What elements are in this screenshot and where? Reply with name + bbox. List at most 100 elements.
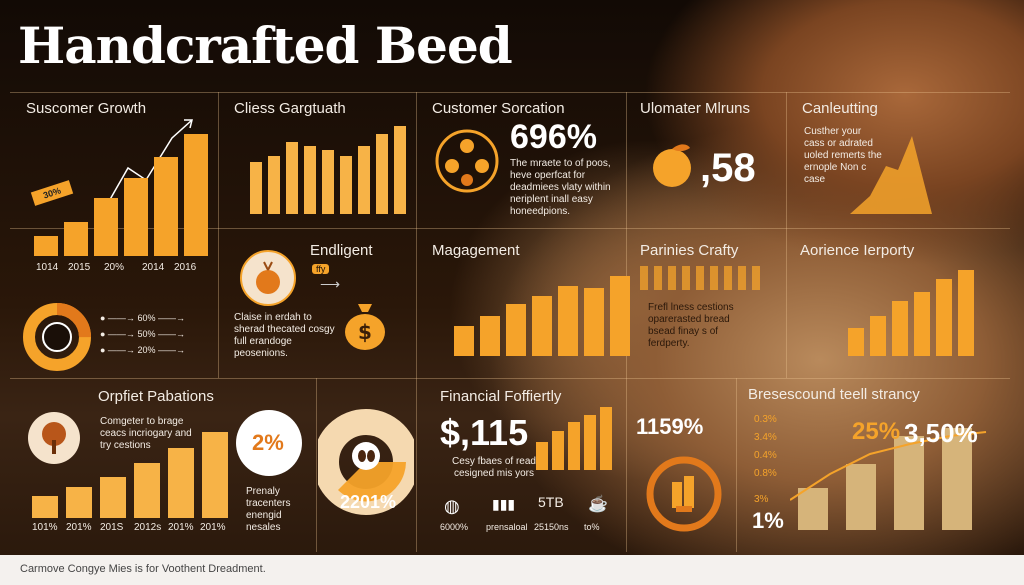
area-shape xyxy=(850,136,932,214)
breseescound-value-a: 25% xyxy=(852,418,901,445)
bar xyxy=(610,276,630,356)
panel-heading: Orpfiet Pabations xyxy=(98,388,214,405)
bar xyxy=(480,316,500,356)
bar xyxy=(322,150,334,214)
y-axis-label: 3.4% xyxy=(754,432,777,443)
y-axis-label: 0.4% xyxy=(754,450,777,461)
bar xyxy=(340,156,352,214)
bar xyxy=(584,415,596,470)
icon-label: 25150ns xyxy=(534,522,569,532)
two-percent-bubble xyxy=(236,410,302,476)
divider xyxy=(10,378,1010,379)
panel-heading: Endligent xyxy=(310,242,373,259)
y-axis-label: 0.8% xyxy=(754,468,777,479)
panel-heading: Magagement xyxy=(432,242,520,259)
profit-text: Comgeter to brage ceacs incriogary and t… xyxy=(100,416,192,451)
globe-icon: ◍ xyxy=(444,496,460,516)
bar xyxy=(154,157,178,256)
bar xyxy=(870,316,886,356)
pie-icon xyxy=(23,303,91,371)
decor-strip xyxy=(640,266,764,290)
icon-label: prensaloal xyxy=(486,522,528,532)
axis-label: 201S xyxy=(100,522,124,533)
bar xyxy=(936,279,952,356)
bar xyxy=(286,142,298,214)
divider xyxy=(786,92,787,378)
bar xyxy=(914,292,930,356)
pill-label: ffy xyxy=(312,264,330,274)
financial-value: $,115 xyxy=(440,412,529,453)
axis-label: 201% xyxy=(66,522,92,533)
bar xyxy=(376,134,388,214)
bar xyxy=(846,464,876,530)
pannies-text: Frefl lness cestions oparerasted bread b… xyxy=(648,302,734,349)
panel-heading: Financial Foffiertly xyxy=(440,388,562,405)
axis-label: 101% xyxy=(32,522,58,533)
bar xyxy=(552,431,564,470)
bar xyxy=(506,304,526,356)
enduligent-text: Claise in erdah to sherad thecated cosgy… xyxy=(234,312,335,359)
bar xyxy=(94,198,118,256)
panel-heading: Bresescound teell strancy xyxy=(748,386,920,403)
bar xyxy=(958,270,974,356)
divider xyxy=(416,92,417,552)
divider xyxy=(736,378,737,552)
tree-icon xyxy=(28,412,80,464)
divider xyxy=(10,228,1010,229)
pie-2201-value: 2201% xyxy=(340,492,397,512)
panel-heading: Cliess Gargtuath xyxy=(234,100,346,117)
legend-row: ● ——→ 60% ——→ xyxy=(100,313,185,323)
bar xyxy=(532,296,552,356)
two-percent-text: Prenaly tracenters enengid nesales xyxy=(246,486,291,533)
satisfaction-value: 696% xyxy=(510,118,597,156)
bar xyxy=(32,496,58,518)
axis-label: 201% xyxy=(168,522,194,533)
icon-label: 6000% xyxy=(440,522,469,532)
divider xyxy=(10,92,1010,93)
satisfaction-text: The mraete to of poos, heve operfcat for… xyxy=(510,158,611,217)
divider xyxy=(218,92,219,378)
money-bag-icon: $ xyxy=(345,304,385,350)
bar xyxy=(942,428,972,530)
growth-1159-value: 1159% xyxy=(636,414,704,439)
chart-small-icon: ▮▮▮ xyxy=(492,496,516,512)
panel-heading: Customer Sorcation xyxy=(432,100,565,117)
bar xyxy=(64,222,88,256)
axis-label: 1014 xyxy=(36,262,59,273)
bar xyxy=(848,328,864,356)
bar xyxy=(558,286,578,356)
bar xyxy=(168,448,194,518)
panel-heading: Ulomater Mlruns xyxy=(640,100,751,117)
bar xyxy=(134,463,160,518)
bar xyxy=(250,162,262,214)
legend-row: ● ——→ 20% ——→ xyxy=(100,345,185,355)
canleutting-text: Custher your cass or adrated uoled remer… xyxy=(804,126,882,185)
y-axis-label: 0.3% xyxy=(754,414,777,425)
bar xyxy=(536,442,548,470)
bar xyxy=(358,146,370,214)
bar xyxy=(268,156,280,214)
axis-label: 2012s xyxy=(134,522,162,533)
bar xyxy=(124,178,148,256)
financial-text: Cesy fbaes of read cesigned mis yors xyxy=(452,456,536,479)
footer-text: Carmove Congye Mies is for Voothent Drea… xyxy=(20,563,266,575)
bar xyxy=(894,436,924,530)
icon-label: 5TB xyxy=(538,494,564,510)
cup-icon: ☕ xyxy=(588,496,608,513)
svg-text:$: $ xyxy=(358,320,372,344)
satisfaction-wheel-icon xyxy=(435,129,499,193)
bread-jar-icon xyxy=(646,456,722,532)
y-axis-label: 3% xyxy=(754,494,769,505)
icon-label: to% xyxy=(584,522,600,532)
bar xyxy=(34,236,58,256)
axis-label: 20% xyxy=(104,262,125,273)
bar xyxy=(454,326,474,356)
bar xyxy=(394,126,406,214)
legend-row: ● ——→ 50% ——→ xyxy=(100,329,185,339)
divider xyxy=(316,378,317,552)
bar xyxy=(600,407,612,470)
two-percent-value: 2% xyxy=(252,430,284,455)
ulomater-value: ,58 xyxy=(700,146,756,190)
fruit-circle-icon xyxy=(240,250,296,306)
bar xyxy=(584,288,604,356)
